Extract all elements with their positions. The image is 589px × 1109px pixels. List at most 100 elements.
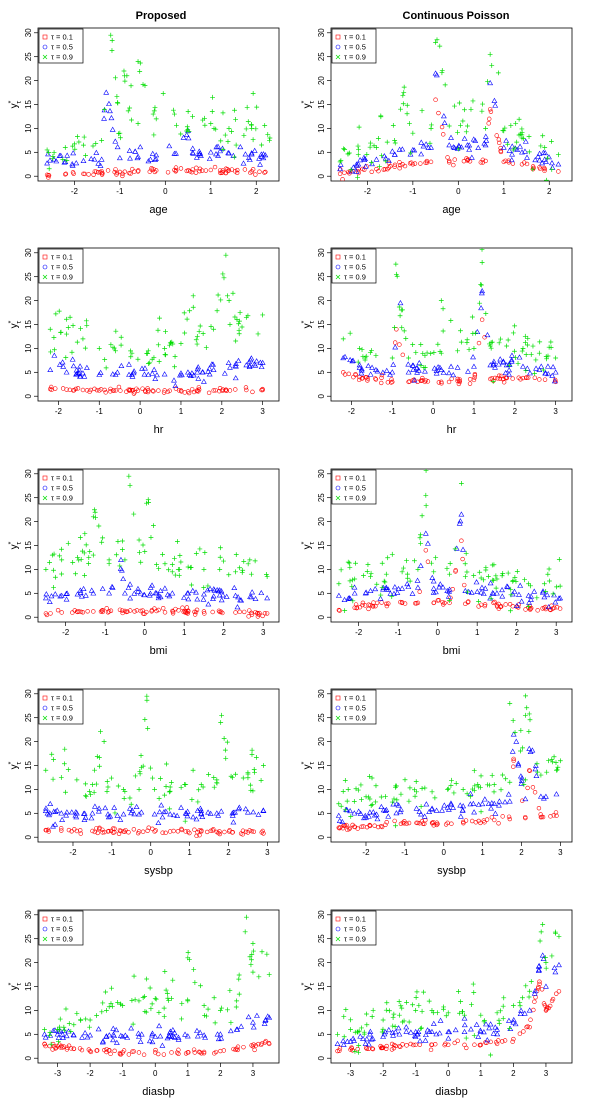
scatter-point-fill bbox=[166, 567, 171, 573]
scatter-point-fill bbox=[75, 134, 80, 139]
scatter-point-fill bbox=[58, 329, 64, 335]
legend-label: τ = 0.1 bbox=[344, 474, 366, 483]
scatter-point-fill bbox=[550, 759, 555, 765]
scatter-point-fill bbox=[245, 561, 251, 567]
scatter-point-fill bbox=[450, 371, 457, 378]
scatter-point-fill bbox=[162, 792, 167, 798]
scatter-point-fill bbox=[490, 379, 496, 384]
scatter-point-fill bbox=[167, 388, 172, 393]
scatter-point-fill bbox=[399, 325, 405, 331]
scatter-point-fill bbox=[109, 126, 116, 132]
y-tick-label: 10 bbox=[317, 123, 326, 132]
scatter-point-fill bbox=[400, 92, 406, 98]
scatter-point-fill bbox=[480, 101, 485, 107]
scatter-point bbox=[172, 167, 177, 173]
scatter-point bbox=[336, 581, 342, 587]
scatter-point-fill bbox=[109, 775, 114, 781]
scatter-point-fill bbox=[383, 367, 390, 373]
scatter-point bbox=[55, 1027, 60, 1032]
scatter-point-fill bbox=[236, 804, 243, 810]
scatter-point-fill bbox=[488, 345, 494, 351]
scatter-point-fill bbox=[410, 342, 416, 348]
scatter-point-fill bbox=[126, 1052, 132, 1057]
scatter-point-fill bbox=[243, 829, 249, 835]
y-tick-label: 15 bbox=[24, 761, 33, 770]
scatter-point-fill bbox=[108, 1001, 114, 1006]
scatter-point-fill bbox=[512, 1021, 519, 1027]
scatter-point-fill bbox=[553, 810, 559, 815]
y-tick-label: 15 bbox=[24, 100, 33, 109]
scatter-point bbox=[432, 70, 439, 76]
scatter-point-fill bbox=[96, 805, 103, 811]
scatter-point-fill bbox=[382, 166, 388, 172]
scatter-point-fill bbox=[154, 372, 160, 378]
legend-circle-marker bbox=[335, 264, 341, 270]
scatter-point bbox=[398, 821, 404, 827]
y-tick-label: 15 bbox=[317, 100, 326, 109]
scatter-point-fill bbox=[540, 588, 546, 594]
y-axis-label: y*τ bbox=[8, 100, 23, 108]
scatter-point-fill bbox=[501, 995, 507, 1001]
scatter-point-fill bbox=[186, 390, 192, 396]
scatter-point-fill bbox=[233, 1004, 239, 1010]
scatter-point bbox=[198, 810, 205, 816]
scatter-point-fill bbox=[53, 311, 59, 317]
scatter-point bbox=[227, 364, 233, 370]
scatter-point-fill bbox=[461, 1022, 468, 1028]
scatter-point-fill bbox=[384, 1043, 389, 1049]
scatter-point-fill bbox=[539, 987, 545, 992]
scatter-point-fill bbox=[219, 592, 226, 598]
scatter-point-fill bbox=[340, 1038, 347, 1044]
scatter-point-fill bbox=[187, 830, 192, 836]
scatter-point-fill bbox=[491, 789, 497, 795]
scatter-point bbox=[218, 720, 224, 725]
scatter-point-fill bbox=[442, 600, 447, 606]
scatter-point-fill bbox=[346, 560, 352, 566]
scatter-point-fill bbox=[547, 1003, 553, 1009]
y-tick-label: 20 bbox=[24, 76, 33, 85]
scatter-point-fill bbox=[342, 608, 348, 614]
scatter-point-fill bbox=[184, 124, 190, 130]
scatter-point bbox=[526, 745, 533, 751]
scatter-point-fill bbox=[94, 387, 100, 393]
scatter-point-fill bbox=[423, 469, 429, 473]
scatter-point-fill bbox=[211, 775, 217, 781]
scatter-point-fill bbox=[423, 141, 430, 147]
scatter-point-fill bbox=[233, 771, 238, 777]
scatter-point-fill bbox=[475, 781, 481, 787]
scatter-point-fill bbox=[91, 156, 98, 162]
scatter-point-fill bbox=[492, 1024, 499, 1030]
scatter-point-fill bbox=[347, 595, 354, 601]
scatter-point bbox=[507, 816, 513, 822]
scatter-point-fill bbox=[172, 382, 179, 388]
scatter-point bbox=[382, 807, 389, 814]
scatter-point-fill bbox=[225, 293, 230, 299]
scatter-point-fill bbox=[496, 1017, 502, 1023]
scatter-point-fill bbox=[166, 998, 171, 1003]
scatter-point bbox=[189, 149, 196, 155]
scatter-point-fill bbox=[228, 1020, 234, 1026]
scatter-point-fill bbox=[128, 801, 134, 807]
scatter-point bbox=[501, 159, 506, 165]
scatter-point-fill bbox=[385, 1026, 392, 1033]
scatter-point-fill bbox=[116, 131, 122, 137]
scatter-point-fill bbox=[95, 1048, 100, 1053]
scatter-point-fill bbox=[422, 785, 428, 791]
scatter-point bbox=[488, 376, 493, 382]
scatter-point-fill bbox=[353, 168, 360, 174]
scatter-point-fill bbox=[522, 138, 529, 144]
x-tick-label: 1 bbox=[209, 187, 214, 196]
scatter-point-fill bbox=[434, 820, 440, 825]
scatter-point bbox=[337, 171, 343, 177]
scatter-point bbox=[552, 369, 559, 375]
scatter-point bbox=[103, 1008, 109, 1013]
scatter-point-fill bbox=[550, 591, 556, 597]
scatter-point-fill bbox=[77, 587, 84, 593]
scatter-point-fill bbox=[145, 351, 150, 356]
legend-label: τ = 0.5 bbox=[51, 43, 73, 52]
scatter-point bbox=[527, 1024, 532, 1030]
scatter-point-fill bbox=[148, 534, 154, 540]
scatter-point bbox=[438, 366, 445, 373]
x-tick-label: 2 bbox=[220, 407, 225, 416]
